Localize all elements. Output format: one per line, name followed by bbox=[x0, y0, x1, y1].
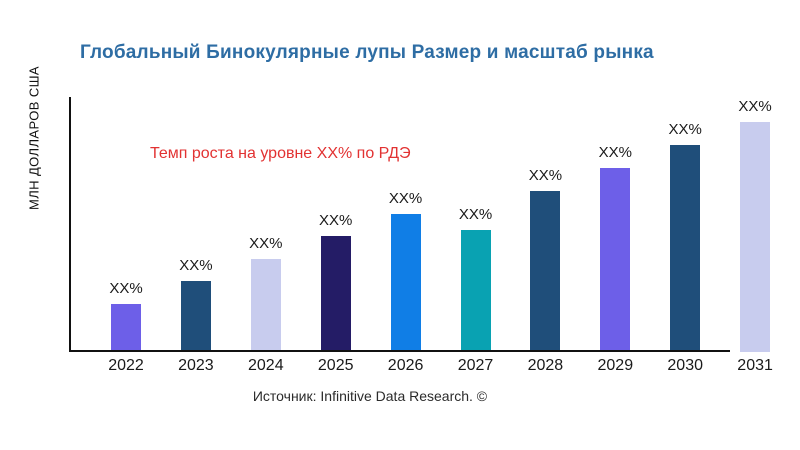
x-tick-label-2026: 2026 bbox=[387, 357, 424, 374]
bar-value-label-2023: XX% bbox=[179, 257, 213, 274]
bar-2023 bbox=[180, 281, 211, 352]
x-tick-label-2030: 2030 bbox=[667, 357, 703, 374]
bar-value-label-2025: XX% bbox=[319, 212, 353, 229]
x-tick-label-2028: 2028 bbox=[527, 357, 564, 374]
bar-2022 bbox=[111, 304, 141, 352]
x-tick-label-2023: 2023 bbox=[178, 357, 214, 374]
bar-2026 bbox=[390, 214, 421, 352]
growth-rate-annotation: Темп роста на уровне XX% по РДЭ bbox=[150, 145, 411, 162]
bar-2030 bbox=[670, 145, 701, 352]
bar-value-label-2027: XX% bbox=[458, 206, 493, 223]
bar-2028 bbox=[530, 191, 561, 352]
bar-2031 bbox=[740, 122, 771, 352]
x-tick-label-2027: 2027 bbox=[457, 357, 494, 374]
x-tick-label-2031: 2031 bbox=[737, 357, 773, 374]
bar-value-label-2031: XX% bbox=[738, 98, 772, 115]
bar-value-label-2030: XX% bbox=[668, 121, 702, 138]
bar-2029 bbox=[600, 168, 631, 352]
bar-value-label-2022: XX% bbox=[109, 280, 143, 297]
bar-2024 bbox=[250, 259, 281, 352]
x-tick-label-2029: 2029 bbox=[597, 357, 634, 374]
bar-2025 bbox=[320, 236, 351, 352]
bar-value-label-2029: XX% bbox=[598, 144, 632, 161]
y-axis-label: МЛН ДОЛЛАРОВ США bbox=[26, 65, 42, 211]
bar-value-label-2024: XX% bbox=[249, 235, 283, 252]
chart-title: Глобальный Бинокулярные лупы Размер и ма… bbox=[80, 42, 654, 63]
bar-2027 bbox=[460, 230, 491, 352]
y-axis-line bbox=[69, 97, 71, 352]
x-axis-line bbox=[69, 350, 730, 352]
x-tick-label-2024: 2024 bbox=[248, 357, 284, 374]
x-tick-label-2022: 2022 bbox=[108, 357, 144, 374]
source-credit: Источник: Infinitive Data Research. © bbox=[252, 388, 488, 404]
x-tick-label-2025: 2025 bbox=[317, 357, 354, 374]
bar-value-label-2026: XX% bbox=[388, 190, 423, 207]
bar-value-label-2028: XX% bbox=[528, 167, 563, 184]
